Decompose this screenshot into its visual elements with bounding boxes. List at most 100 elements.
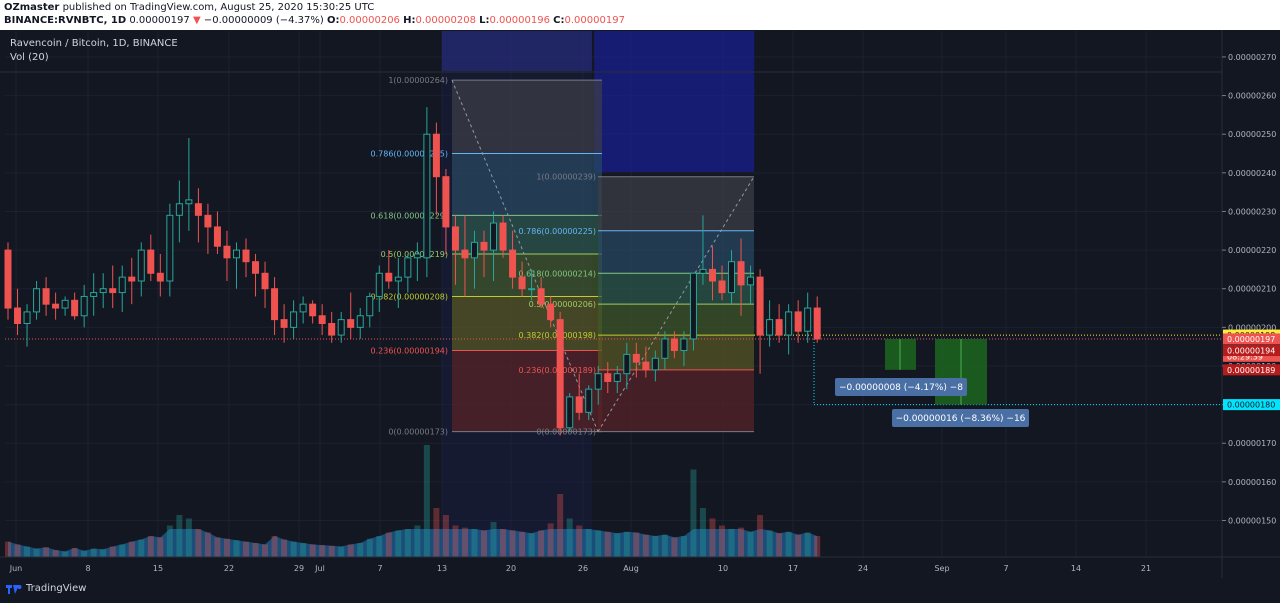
candle[interactable] — [23, 311, 31, 324]
candle[interactable] — [318, 315, 326, 324]
candle[interactable] — [261, 272, 269, 290]
ohlc-line: BINANCE:RVNBTC, 1D 0.00000197 ▼ −0.00000… — [4, 16, 625, 26]
candle[interactable] — [242, 249, 250, 263]
candle[interactable] — [271, 288, 279, 321]
volume-bar — [642, 534, 649, 557]
candle[interactable] — [604, 373, 612, 382]
candle[interactable] — [680, 338, 688, 352]
candle[interactable] — [728, 261, 736, 294]
candle[interactable] — [99, 288, 107, 294]
candle[interactable] — [52, 303, 60, 309]
candle[interactable] — [470, 241, 478, 259]
time-tick-label: Jul — [314, 564, 325, 573]
candle[interactable] — [61, 299, 69, 309]
candle[interactable] — [252, 261, 260, 274]
candle[interactable] — [747, 276, 755, 286]
candle[interactable] — [413, 253, 421, 259]
candle[interactable] — [166, 214, 174, 282]
candle[interactable] — [528, 288, 536, 291]
candle[interactable] — [385, 272, 393, 282]
candle[interactable] — [537, 288, 545, 305]
candle[interactable] — [623, 353, 631, 375]
candle[interactable] — [375, 272, 383, 297]
candle[interactable] — [337, 319, 345, 336]
candle[interactable] — [118, 276, 126, 294]
candle[interactable] — [708, 268, 716, 282]
candle[interactable] — [689, 272, 697, 340]
price-chart[interactable]: 1(0.00000264) 0.786(0.00000245) 0.618(0.00… — [0, 30, 1280, 578]
candle[interactable] — [480, 241, 488, 251]
candle[interactable] — [518, 276, 526, 290]
candle[interactable] — [670, 338, 678, 352]
candle[interactable] — [499, 222, 507, 251]
candle[interactable] — [213, 226, 221, 247]
candle[interactable] — [404, 257, 412, 278]
candle[interactable] — [794, 311, 802, 332]
brand[interactable]: TradingView — [6, 583, 86, 594]
candle[interactable] — [280, 319, 288, 328]
candle[interactable] — [80, 295, 88, 317]
candle[interactable] — [356, 315, 364, 328]
volume-bar — [52, 550, 59, 557]
candle[interactable] — [804, 307, 812, 332]
candle[interactable] — [775, 319, 783, 336]
candle[interactable] — [651, 357, 659, 371]
candle[interactable] — [699, 268, 707, 274]
volume-bar — [414, 525, 421, 557]
fib-level-label: 0.786(0.00000245) — [371, 150, 449, 159]
candle[interactable] — [14, 307, 22, 324]
candle[interactable] — [137, 249, 145, 282]
candle[interactable] — [556, 319, 564, 429]
candle[interactable] — [109, 288, 117, 294]
candle[interactable] — [737, 261, 745, 286]
volume-bar — [138, 539, 145, 557]
candle[interactable] — [128, 276, 136, 282]
candle[interactable] — [509, 249, 517, 278]
candle[interactable] — [442, 176, 450, 228]
candle[interactable] — [33, 288, 41, 313]
candle[interactable] — [585, 388, 593, 413]
candle[interactable] — [632, 353, 640, 363]
candle[interactable] — [175, 203, 183, 216]
candle[interactable] — [756, 276, 764, 336]
candle[interactable] — [547, 303, 555, 321]
candle[interactable] — [785, 311, 793, 336]
candle[interactable] — [575, 396, 583, 413]
candle[interactable] — [223, 245, 231, 259]
candle[interactable] — [661, 338, 669, 359]
candle[interactable] — [232, 249, 240, 259]
candle[interactable] — [423, 133, 431, 259]
candle[interactable] — [290, 311, 298, 328]
candle[interactable] — [461, 249, 469, 259]
candle[interactable] — [328, 322, 336, 336]
candle[interactable] — [71, 299, 79, 317]
candle[interactable] — [309, 303, 317, 317]
candle[interactable] — [185, 199, 193, 205]
candle[interactable] — [347, 319, 355, 328]
candle[interactable] — [718, 280, 726, 294]
candle[interactable] — [194, 203, 202, 216]
candle[interactable] — [451, 226, 459, 251]
candle[interactable] — [156, 272, 164, 282]
candle[interactable] — [4, 249, 12, 309]
down-arrow-icon: ▼ — [192, 15, 201, 26]
candle[interactable] — [490, 222, 498, 251]
candle[interactable] — [432, 133, 440, 178]
candle[interactable] — [147, 249, 155, 274]
candle[interactable] — [42, 288, 50, 305]
volume-bar — [633, 532, 640, 557]
candle[interactable] — [594, 373, 602, 390]
candle[interactable] — [613, 373, 621, 382]
candle[interactable] — [813, 307, 821, 340]
candle[interactable] — [366, 295, 374, 317]
candle[interactable] — [566, 396, 574, 429]
author-name[interactable]: OZmaster — [4, 2, 60, 13]
candle[interactable] — [642, 361, 650, 371]
volume-bar — [719, 525, 725, 557]
candle[interactable] — [90, 292, 98, 297]
candle[interactable] — [204, 214, 212, 228]
volume-legend: Vol (20) — [10, 52, 49, 63]
candle[interactable] — [766, 319, 774, 336]
candle[interactable] — [299, 303, 307, 313]
candle[interactable] — [394, 276, 402, 282]
